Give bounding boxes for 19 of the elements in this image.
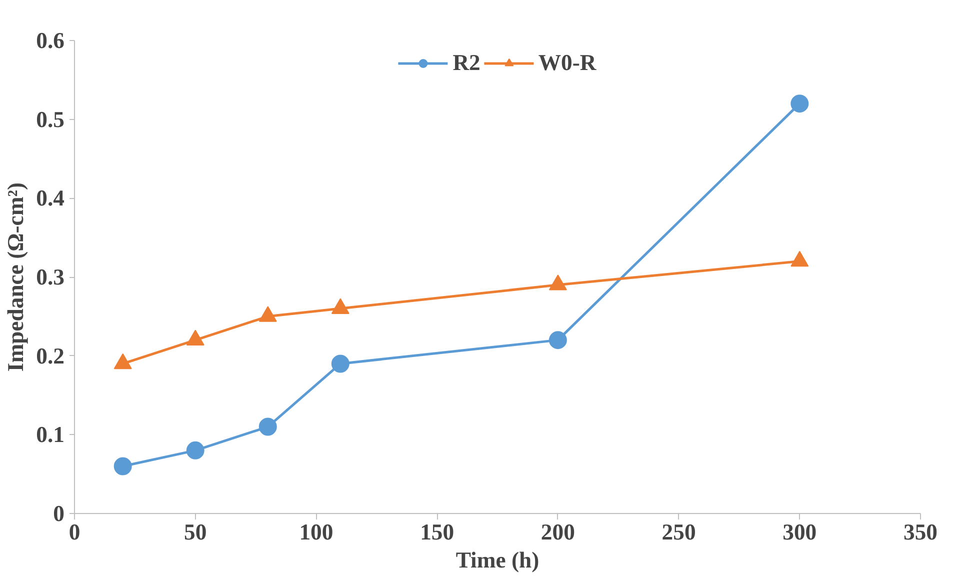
x-axis-title: Time (h) — [456, 548, 540, 572]
x-tick-label: 0 — [68, 520, 80, 544]
y-tick-label: 0.2 — [36, 343, 65, 368]
x-tick-label: 200 — [540, 520, 575, 544]
x-tick-label: 300 — [782, 520, 817, 544]
y-tick-label: 0.4 — [36, 186, 65, 211]
legend-label: W0-R — [538, 50, 596, 76]
y-tick-label: 0.3 — [36, 264, 65, 290]
y-tick-label: 0.1 — [36, 422, 65, 448]
y-tick-label: 0.6 — [36, 28, 65, 53]
x-tick-label: 150 — [420, 520, 454, 544]
legend-label: R2 — [452, 50, 480, 76]
x-tick-label: 250 — [662, 520, 696, 544]
y-axis-title: Impedance (Ω-cm²) — [3, 182, 28, 372]
y-tick-label: 0 — [53, 501, 64, 526]
y-tick-label: 0.5 — [36, 106, 65, 132]
x-tick-label: 350 — [904, 520, 938, 544]
x-tick-label: 100 — [299, 520, 334, 544]
x-tick-label: 50 — [184, 520, 207, 544]
